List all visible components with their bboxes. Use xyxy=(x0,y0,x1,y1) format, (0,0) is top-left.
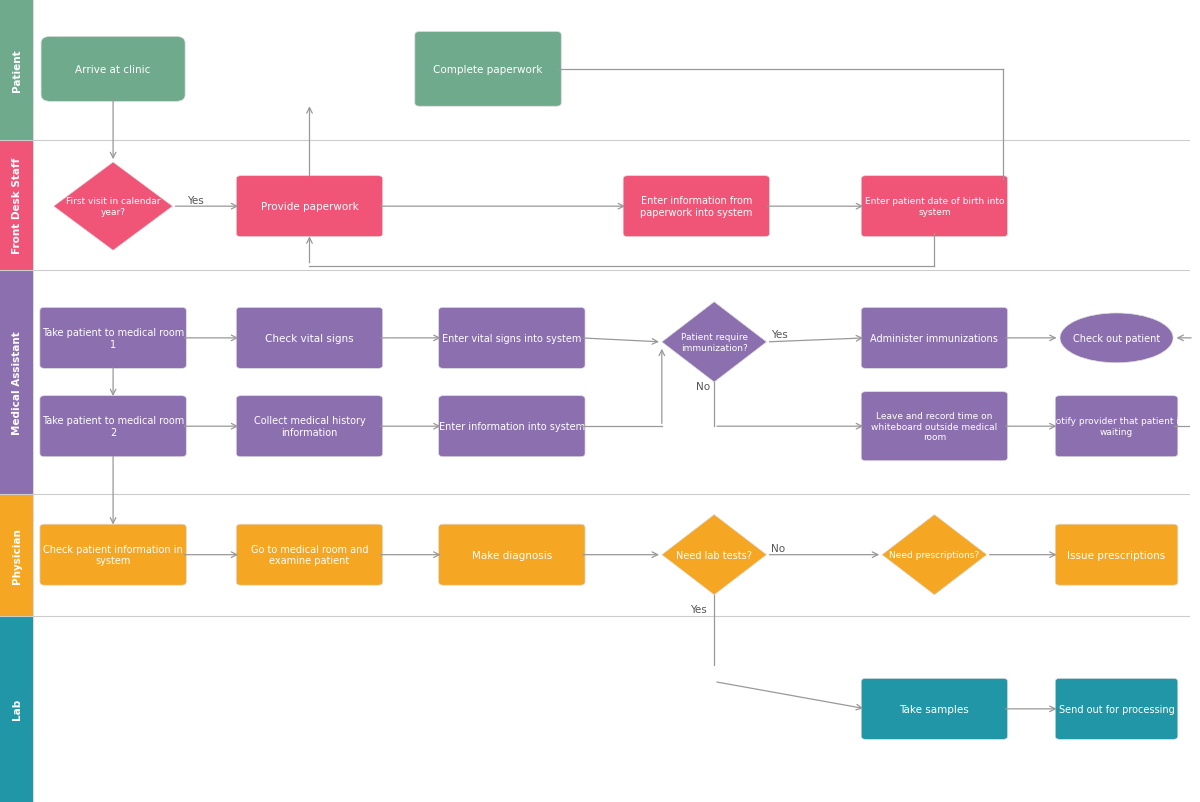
FancyBboxPatch shape xyxy=(1055,678,1178,739)
Text: Send out for processing: Send out for processing xyxy=(1058,704,1175,714)
Text: Lab: Lab xyxy=(12,699,22,719)
Text: Leave and record time on
whiteboard outside medical
room: Leave and record time on whiteboard outs… xyxy=(871,411,997,442)
Bar xyxy=(0,0,34,140)
Text: Issue prescriptions: Issue prescriptions xyxy=(1068,550,1165,560)
Text: Take patient to medical room
1: Take patient to medical room 1 xyxy=(42,328,185,349)
Text: Front Desk Staff: Front Desk Staff xyxy=(12,158,22,253)
Polygon shape xyxy=(662,302,767,383)
Bar xyxy=(34,495,1190,616)
Text: Arrive at clinic: Arrive at clinic xyxy=(76,65,151,75)
Text: Notify provider that patient is
waiting: Notify provider that patient is waiting xyxy=(1049,417,1184,436)
Text: Physician: Physician xyxy=(12,528,22,583)
Text: Collect medical history
information: Collect medical history information xyxy=(253,416,365,437)
Bar xyxy=(34,0,1190,140)
FancyBboxPatch shape xyxy=(236,176,383,237)
Polygon shape xyxy=(882,515,986,595)
Text: Go to medical room and
examine patient: Go to medical room and examine patient xyxy=(251,545,368,565)
Bar xyxy=(0,495,34,616)
FancyBboxPatch shape xyxy=(1055,396,1178,457)
Bar xyxy=(34,616,1190,802)
Text: Yes: Yes xyxy=(187,196,204,205)
Text: Need lab tests?: Need lab tests? xyxy=(677,550,752,560)
Text: Administer immunizations: Administer immunizations xyxy=(870,334,998,343)
FancyBboxPatch shape xyxy=(862,176,1008,237)
Text: Patient require
immunization?: Patient require immunization? xyxy=(680,333,748,352)
Bar xyxy=(0,616,34,802)
Text: Take patient to medical room
2: Take patient to medical room 2 xyxy=(42,416,185,437)
FancyBboxPatch shape xyxy=(236,308,383,369)
Text: Yes: Yes xyxy=(772,330,788,339)
FancyBboxPatch shape xyxy=(439,308,586,369)
FancyBboxPatch shape xyxy=(415,32,562,107)
FancyBboxPatch shape xyxy=(439,396,586,457)
Text: Take samples: Take samples xyxy=(900,704,970,714)
Text: Complete paperwork: Complete paperwork xyxy=(433,65,542,75)
FancyBboxPatch shape xyxy=(439,525,586,585)
Text: Check patient information in
system: Check patient information in system xyxy=(43,545,182,565)
Text: Need prescriptions?: Need prescriptions? xyxy=(889,550,979,560)
Text: Yes: Yes xyxy=(690,605,707,614)
FancyBboxPatch shape xyxy=(1055,525,1178,585)
Bar xyxy=(34,140,1190,271)
FancyBboxPatch shape xyxy=(40,525,186,585)
Text: Medical Assistant: Medical Assistant xyxy=(12,331,22,435)
Polygon shape xyxy=(662,515,767,595)
FancyBboxPatch shape xyxy=(623,176,769,237)
Text: Enter information from
paperwork into system: Enter information from paperwork into sy… xyxy=(640,196,752,217)
Text: No: No xyxy=(696,382,710,391)
Text: Make diagnosis: Make diagnosis xyxy=(472,550,552,560)
Text: Enter information into system: Enter information into system xyxy=(439,422,584,431)
Text: Enter patient date of birth into
system: Enter patient date of birth into system xyxy=(865,197,1004,217)
Text: Enter vital signs into system: Enter vital signs into system xyxy=(442,334,582,343)
Text: Patient: Patient xyxy=(12,49,22,91)
Bar xyxy=(0,271,34,495)
FancyBboxPatch shape xyxy=(862,392,1008,461)
FancyBboxPatch shape xyxy=(40,308,186,369)
Bar xyxy=(34,271,1190,495)
FancyBboxPatch shape xyxy=(236,396,383,457)
FancyBboxPatch shape xyxy=(40,396,186,457)
FancyBboxPatch shape xyxy=(862,678,1008,739)
Bar xyxy=(0,140,34,271)
Text: Provide paperwork: Provide paperwork xyxy=(260,202,359,212)
FancyBboxPatch shape xyxy=(862,308,1008,369)
Text: Check out patient: Check out patient xyxy=(1073,334,1160,343)
FancyBboxPatch shape xyxy=(41,37,185,102)
FancyBboxPatch shape xyxy=(236,525,383,585)
Text: First visit in calendar
year?: First visit in calendar year? xyxy=(66,197,161,217)
Ellipse shape xyxy=(1060,314,1174,363)
Text: Check vital signs: Check vital signs xyxy=(265,334,354,343)
Text: No: No xyxy=(772,544,786,553)
Polygon shape xyxy=(54,163,173,251)
